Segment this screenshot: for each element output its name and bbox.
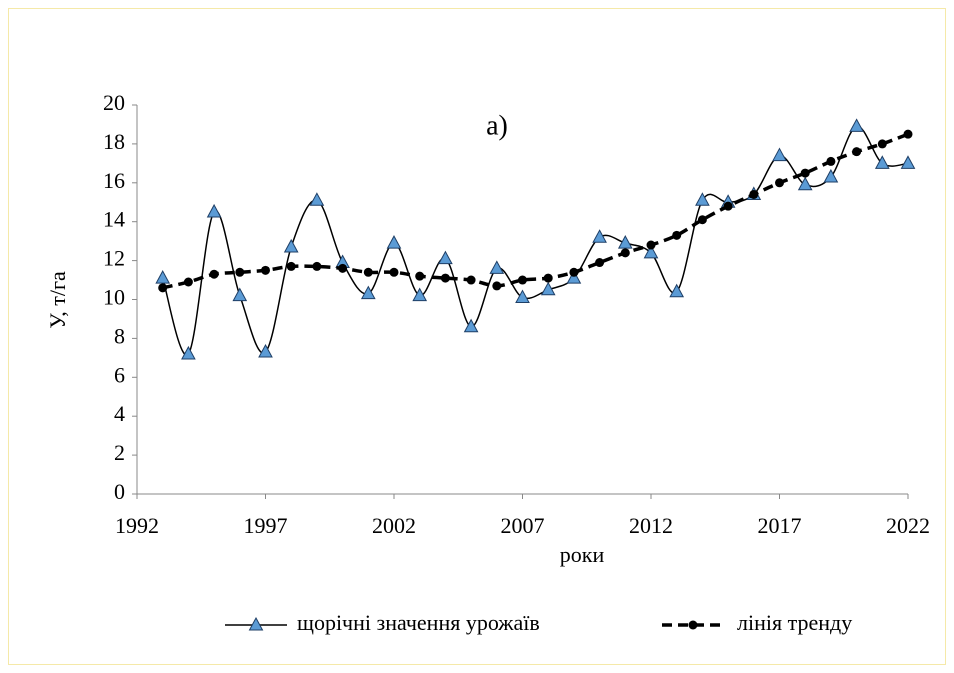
data-point <box>543 273 553 283</box>
data-point <box>440 273 450 283</box>
data-point <box>877 139 887 149</box>
data-point <box>800 168 810 178</box>
y-tick-label: 8 <box>114 323 125 348</box>
data-point <box>183 277 193 287</box>
data-point <box>412 287 428 302</box>
y-tick-label: 20 <box>103 90 125 115</box>
y-tick-label: 16 <box>103 168 125 193</box>
data-point <box>415 271 425 281</box>
y-tick-label: 0 <box>114 479 125 504</box>
data-point <box>363 267 373 277</box>
x-tick-label: 2007 <box>501 513 545 538</box>
x-tick-label: 1992 <box>115 513 159 538</box>
data-point <box>438 250 453 265</box>
x-tick-label: 2002 <box>372 513 416 538</box>
data-point <box>312 261 322 271</box>
x-tick-label: 1997 <box>244 513 288 538</box>
data-point <box>181 345 196 360</box>
data-point <box>492 281 502 291</box>
data-point <box>749 189 759 199</box>
data-point <box>569 267 579 277</box>
data-point <box>540 281 556 296</box>
y-tick-label: 18 <box>103 129 125 154</box>
data-point <box>463 318 479 333</box>
data-point <box>797 176 813 191</box>
data-point <box>669 283 685 298</box>
data-point <box>338 263 348 273</box>
annotation: а) <box>486 110 508 141</box>
data-point <box>360 285 376 300</box>
data-point <box>617 235 633 249</box>
data-point <box>206 203 222 218</box>
data-point <box>695 192 710 206</box>
data-point <box>258 343 273 358</box>
data-point <box>826 156 836 166</box>
data-point <box>489 260 505 274</box>
x-axis-title: роки <box>560 542 605 567</box>
data-point <box>874 155 890 169</box>
legend-marker <box>688 620 698 630</box>
y-tick-label: 12 <box>103 246 125 271</box>
data-point <box>620 248 630 258</box>
data-point <box>723 201 733 211</box>
data-point <box>595 258 605 268</box>
data-point <box>775 178 784 188</box>
y-axis-title: У, т/га <box>45 271 70 329</box>
data-point <box>515 289 530 304</box>
legend-label: щорічні значення урожаїв <box>297 610 540 635</box>
data-point <box>823 168 839 183</box>
y-tick-label: 4 <box>114 401 125 426</box>
data-point <box>389 267 399 277</box>
data-point <box>158 283 168 293</box>
x-tick-label: 2012 <box>629 513 673 538</box>
chart-border <box>8 8 946 665</box>
data-point <box>672 230 682 240</box>
data-point <box>646 240 656 250</box>
data-point <box>518 275 527 285</box>
data-point <box>566 270 582 284</box>
data-point <box>209 269 219 279</box>
x-tick-label: 2017 <box>758 513 802 538</box>
legend-label: лінія тренду <box>737 610 852 635</box>
data-point <box>772 147 787 162</box>
y-tick-label: 6 <box>114 362 125 387</box>
data-point <box>261 265 270 275</box>
data-point <box>849 118 864 132</box>
data-point <box>900 155 916 169</box>
data-point <box>283 238 299 253</box>
y-tick-label: 14 <box>103 207 125 232</box>
data-point <box>309 192 325 206</box>
data-point <box>232 287 248 302</box>
data-point <box>592 229 607 243</box>
data-point <box>286 261 296 271</box>
data-point <box>697 215 707 225</box>
y-tick-label: 2 <box>114 440 125 465</box>
data-point <box>643 244 659 259</box>
data-point <box>155 270 171 284</box>
data-point <box>852 147 862 157</box>
legend-marker <box>248 616 264 631</box>
data-point <box>466 275 476 285</box>
y-tick-label: 10 <box>103 285 125 310</box>
x-tick-label: 2022 <box>886 513 930 538</box>
data-point <box>386 235 402 249</box>
data-point <box>903 129 913 139</box>
data-point <box>235 267 245 277</box>
